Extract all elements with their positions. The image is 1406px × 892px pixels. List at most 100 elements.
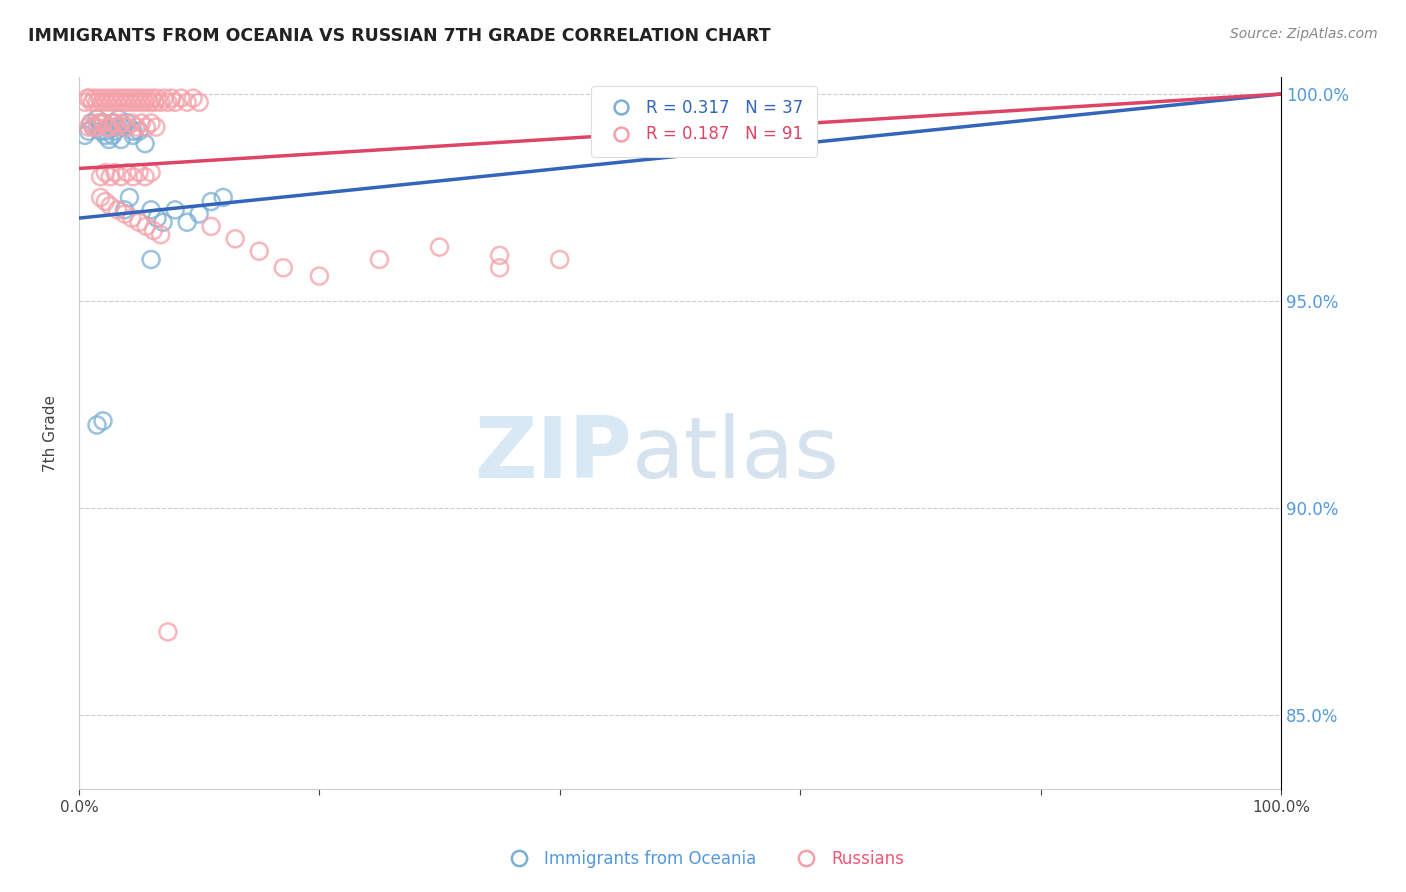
Point [82, 95, 104, 110]
Point [153, 91, 176, 105]
Point [77, 120, 100, 134]
Point [111, 120, 134, 134]
Point [110, 169, 132, 184]
Point [107, 120, 129, 134]
Point [156, 624, 179, 639]
Point [107, 91, 129, 105]
Point [145, 120, 167, 134]
Point [136, 91, 159, 105]
Point [89, 91, 111, 105]
Point [124, 95, 146, 110]
Point [122, 124, 145, 138]
Point [139, 202, 162, 217]
Point [181, 91, 204, 105]
Point [139, 252, 162, 267]
Point [134, 95, 156, 110]
Point [120, 95, 142, 110]
Point [73, 95, 96, 110]
Point [200, 219, 222, 234]
Point [114, 95, 136, 110]
Point [98, 132, 121, 146]
Point [98, 91, 121, 105]
Point [135, 120, 157, 134]
Point [141, 91, 163, 105]
Point [101, 128, 124, 143]
Point [308, 268, 330, 283]
Point [91, 414, 114, 428]
Point [212, 190, 235, 204]
Point [73, 128, 96, 143]
Point [368, 252, 391, 267]
Point [139, 95, 162, 110]
Point [112, 91, 135, 105]
Text: Source: ZipAtlas.com: Source: ZipAtlas.com [1230, 27, 1378, 41]
Point [86, 417, 108, 432]
Point [100, 95, 122, 110]
Point [79, 91, 101, 105]
Point [135, 219, 157, 234]
Point [114, 202, 136, 217]
Point [122, 169, 145, 184]
Point [82, 120, 104, 134]
Point [114, 207, 136, 221]
Point [101, 116, 124, 130]
Point [146, 91, 169, 105]
Point [121, 211, 143, 226]
Point [160, 91, 183, 105]
Point [94, 124, 117, 138]
Point [429, 240, 451, 254]
Point [90, 124, 112, 138]
Point [143, 95, 166, 110]
Point [98, 120, 121, 134]
Point [101, 116, 124, 130]
Point [224, 232, 246, 246]
Text: IMMIGRANTS FROM OCEANIA VS RUSSIAN 7TH GRADE CORRELATION CHART: IMMIGRANTS FROM OCEANIA VS RUSSIAN 7TH G… [28, 27, 770, 45]
Point [86, 120, 108, 134]
Point [94, 128, 117, 143]
Point [131, 91, 153, 105]
Point [80, 116, 103, 130]
Point [121, 116, 143, 130]
Point [118, 190, 141, 204]
Point [146, 211, 169, 226]
Point [134, 136, 156, 151]
Point [117, 91, 139, 105]
Point [139, 116, 162, 130]
Point [91, 116, 114, 130]
Point [111, 116, 134, 130]
Point [247, 244, 270, 259]
Text: ZIP: ZIP [474, 413, 631, 496]
Point [103, 91, 125, 105]
Point [122, 128, 145, 143]
Point [90, 95, 112, 110]
Point [128, 124, 150, 138]
Point [129, 95, 152, 110]
Point [115, 166, 138, 180]
Point [80, 116, 103, 130]
Point [176, 215, 198, 229]
Point [271, 260, 294, 275]
Point [134, 169, 156, 184]
Point [128, 215, 150, 229]
Point [127, 91, 149, 105]
Point [142, 223, 165, 237]
Point [97, 120, 120, 134]
Point [82, 120, 104, 134]
Point [165, 95, 187, 110]
Point [176, 95, 198, 110]
Point [107, 112, 129, 126]
Point [90, 169, 112, 184]
Point [115, 116, 138, 130]
Text: atlas: atlas [631, 413, 839, 496]
Point [90, 190, 112, 204]
Point [98, 169, 121, 184]
Point [165, 202, 187, 217]
Point [488, 248, 510, 262]
Point [156, 95, 179, 110]
Point [548, 252, 571, 267]
Point [94, 194, 117, 209]
Point [76, 91, 98, 105]
Point [86, 112, 108, 126]
Point [122, 91, 145, 105]
Point [90, 116, 112, 130]
